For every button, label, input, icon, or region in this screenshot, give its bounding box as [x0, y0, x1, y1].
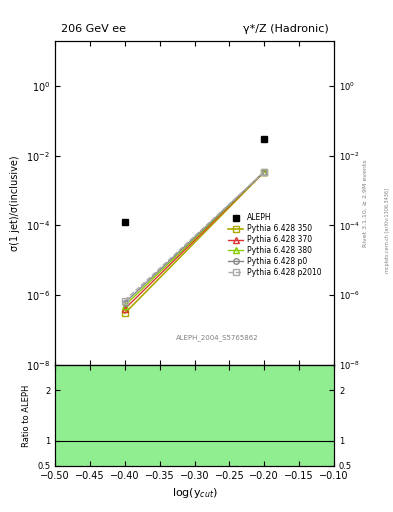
Pythia 6.428 p0 — [122, 300, 127, 306]
Text: γ*/Z (Hadronic): γ*/Z (Hadronic) — [243, 25, 329, 34]
Pythia 6.428 p0 — [262, 168, 267, 175]
Line: Pythia 6.428 p2010: Pythia 6.428 p2010 — [122, 169, 267, 303]
Y-axis label: Rivet 3.1.10, ≥ 2.9M events: Rivet 3.1.10, ≥ 2.9M events — [363, 159, 368, 247]
Pythia 6.428 380 — [122, 303, 127, 309]
Line: ALEPH: ALEPH — [121, 136, 268, 225]
Line: Pythia 6.428 350: Pythia 6.428 350 — [122, 169, 267, 316]
Line: Pythia 6.428 370: Pythia 6.428 370 — [122, 169, 267, 312]
Pythia 6.428 370 — [262, 168, 267, 175]
Pythia 6.428 p2010 — [122, 297, 127, 304]
Line: Pythia 6.428 p0: Pythia 6.428 p0 — [122, 169, 267, 306]
ALEPH — [262, 136, 267, 142]
Pythia 6.428 370 — [122, 306, 127, 312]
Pythia 6.428 p2010 — [262, 168, 267, 175]
Text: 206 GeV ee: 206 GeV ee — [61, 25, 126, 34]
ALEPH — [122, 219, 127, 225]
Line: Pythia 6.428 380: Pythia 6.428 380 — [122, 169, 267, 308]
Y-axis label: σ(1 jet)/σ(inclusive): σ(1 jet)/σ(inclusive) — [10, 155, 20, 251]
Y-axis label: Ratio to ALEPH: Ratio to ALEPH — [22, 384, 31, 446]
Text: ALEPH_2004_S5765862: ALEPH_2004_S5765862 — [176, 334, 258, 340]
Pythia 6.428 350 — [122, 310, 127, 316]
Text: mcplots.cern.ch [arXiv:1306.3436]: mcplots.cern.ch [arXiv:1306.3436] — [385, 188, 389, 273]
Legend: ALEPH, Pythia 6.428 350, Pythia 6.428 370, Pythia 6.428 380, Pythia 6.428 p0, Py: ALEPH, Pythia 6.428 350, Pythia 6.428 37… — [225, 210, 325, 280]
X-axis label: log(y$_{cut}$): log(y$_{cut}$) — [171, 486, 218, 500]
Pythia 6.428 380 — [262, 168, 267, 175]
Pythia 6.428 350 — [262, 168, 267, 175]
